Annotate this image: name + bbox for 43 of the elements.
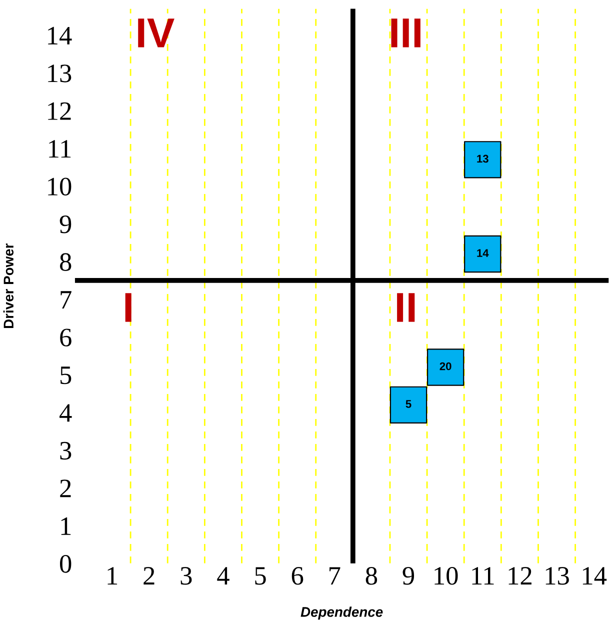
annotation: 14 — [477, 249, 489, 257]
x-tick-label: 7 — [330, 567, 340, 584]
x-tick-label: 14 — [582, 567, 607, 584]
x-tick-label: 4 — [217, 567, 230, 584]
y-tick-label: 0 — [60, 555, 72, 573]
y-tick-label: 8 — [60, 253, 72, 271]
y-tick-label: 10 — [48, 178, 72, 196]
annotation: 13 — [477, 154, 488, 163]
y-tick-label: 13 — [48, 64, 72, 82]
x-tick-label: 5 — [255, 567, 266, 585]
annotation: I — [125, 293, 132, 322]
annotation: III — [391, 18, 420, 48]
x-tick-label: 9 — [402, 567, 414, 585]
x-tick-label: 6 — [292, 567, 304, 585]
x-axis-title: Dependence — [300, 606, 383, 620]
x-tick-label: 12 — [508, 567, 532, 584]
x-tick-label: 8 — [366, 566, 378, 585]
x-tick-label: 13 — [546, 567, 569, 585]
annotation: 20 — [440, 362, 452, 370]
x-tick-label: 3 — [180, 567, 192, 585]
y-tick-label: 14 — [48, 26, 72, 44]
y-tick-label: 5 — [60, 366, 72, 384]
y-tick-label: 3 — [60, 442, 72, 460]
y-tick-label: 11 — [49, 140, 71, 158]
x-tick-label: 10 — [434, 566, 458, 585]
y-tick-label: 9 — [60, 216, 72, 234]
x-tick-label: 2 — [144, 567, 154, 584]
point — [464, 235, 502, 273]
x-tick-label: 11 — [472, 567, 494, 584]
y-tick-label: 7 — [60, 291, 72, 308]
annotation: IV — [138, 18, 174, 48]
y-axis-title: Driver Power — [3, 243, 14, 328]
y-tick-label: 6 — [60, 328, 72, 346]
point — [426, 348, 464, 386]
y-tick-label: 2 — [60, 480, 71, 498]
y-tick-label: 4 — [60, 404, 72, 422]
x-tick-label: 1 — [108, 567, 118, 584]
annotation: II — [397, 293, 415, 322]
point — [464, 141, 502, 178]
y-tick-label: 12 — [48, 102, 71, 120]
point — [390, 386, 428, 424]
y-tick-label: 1 — [61, 517, 71, 535]
annotation: 5 — [406, 400, 412, 408]
